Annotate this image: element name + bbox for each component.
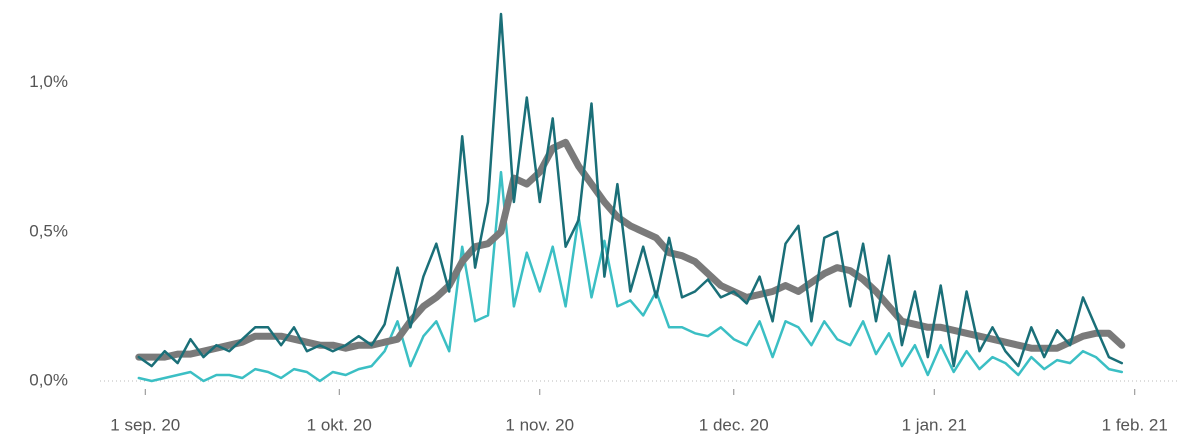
- x-tick-label: 1 jan. 21: [902, 415, 967, 434]
- x-tick-label: 1 okt. 20: [307, 415, 372, 434]
- x-tick-label: 1 dec. 20: [699, 415, 769, 434]
- series-line: [137, 170, 1124, 383]
- x-tick-label: 1 nov. 20: [505, 415, 574, 434]
- y-tick-label: 0,5%: [29, 221, 68, 240]
- x-tick-label: 1 sep. 20: [110, 415, 180, 434]
- series-line: [137, 12, 1124, 368]
- y-tick-label: 0,0%: [29, 370, 68, 389]
- y-tick-label: 1,0%: [29, 72, 68, 91]
- x-tick-label: 1 feb. 21: [1102, 415, 1168, 434]
